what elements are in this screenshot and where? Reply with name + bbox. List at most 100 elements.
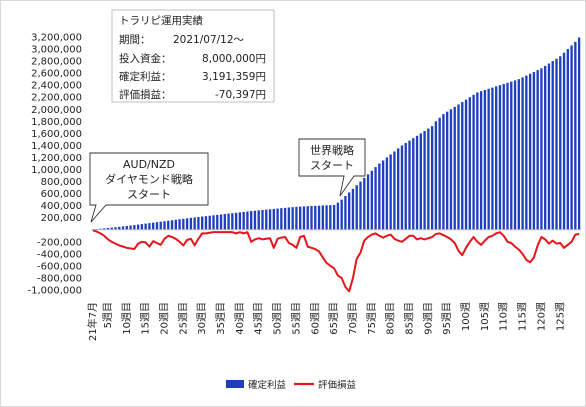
y-tick-label: 3,000,000 <box>31 45 82 56</box>
info-box-frame <box>111 9 275 103</box>
profit-bar <box>197 216 200 230</box>
profit-bar <box>498 85 502 230</box>
profit-bar <box>381 160 385 230</box>
profit-bar <box>204 216 208 230</box>
profit-bar <box>562 52 566 230</box>
profit-bar <box>412 138 415 230</box>
profit-bar <box>170 220 174 230</box>
profit-bar <box>317 205 321 230</box>
y-tick-label: 600,000 <box>41 189 82 200</box>
profit-bar <box>363 177 366 230</box>
profit-bar <box>423 130 426 230</box>
profit-bar <box>457 104 460 230</box>
x-tick-label: 65週目 <box>328 302 340 335</box>
profit-bar <box>555 58 558 230</box>
profit-bar <box>336 202 340 230</box>
profit-bar <box>366 174 370 230</box>
profit-bar <box>121 226 125 230</box>
profit-bar <box>125 225 128 230</box>
profit-bar <box>378 163 381 230</box>
profit-bar <box>404 143 407 230</box>
profit-bar <box>231 213 234 230</box>
profit-bar <box>408 140 411 230</box>
x-tick-label: 120週 <box>535 302 547 331</box>
profit-bar <box>99 228 102 230</box>
profit-bar <box>144 223 147 230</box>
y-tick-label: 400,000 <box>41 201 82 212</box>
profit-bar <box>163 221 166 230</box>
x-tick-label: 5週目 <box>102 302 114 328</box>
callout-world-line-1: 世界戦略 <box>310 143 354 157</box>
profit-bar <box>114 227 117 230</box>
profit-bar <box>136 224 140 230</box>
profit-label: 確定利益： <box>119 70 172 83</box>
profit-bar <box>479 91 483 230</box>
x-tick-label: 30週目 <box>196 302 208 335</box>
info-title: トラリピ運用実績 <box>119 14 203 27</box>
x-tick-label: 60週目 <box>309 302 321 335</box>
profit-bar <box>419 133 422 230</box>
profit-value: 3,191,359円 <box>202 71 266 83</box>
profit-bar <box>167 220 170 230</box>
x-tick-label: 85週目 <box>404 302 416 335</box>
profit-bar <box>310 206 313 230</box>
profit-bar <box>438 117 441 230</box>
profit-bar <box>321 205 324 230</box>
y-tick-label: 1,800,000 <box>31 117 82 128</box>
profit-bar <box>325 205 328 230</box>
x-tick-label: 20週目 <box>159 302 171 335</box>
profit-bar <box>152 222 155 230</box>
profit-bar <box>536 70 539 230</box>
x-tick-label: 100週 <box>460 302 472 331</box>
profit-bar <box>495 86 498 230</box>
y-tick-label: 2,000,000 <box>31 105 82 116</box>
x-tick-label: 21年7月 <box>86 302 99 341</box>
profit-bar <box>453 106 456 230</box>
x-tick-label: 105週 <box>479 302 491 331</box>
profit-bar <box>193 217 196 230</box>
x-tick-label: 35週目 <box>215 302 227 335</box>
y-tick-label: 2,600,000 <box>31 69 82 80</box>
profit-bar <box>106 228 110 230</box>
profit-bar <box>201 216 204 230</box>
profit-bar <box>348 192 351 230</box>
profit-bar <box>442 114 445 230</box>
unrealized-label: 評価損益： <box>119 88 172 101</box>
x-tick-label: 25週目 <box>177 302 189 335</box>
profit-bar <box>517 79 520 230</box>
period-label: 期間： <box>119 34 151 46</box>
callout-world-strategy: 世界戦略 スタート <box>298 138 366 197</box>
y-tick-label: -600,000 <box>37 261 82 272</box>
callout-audnzd-line-1: AUD/NZD <box>123 158 175 171</box>
y-tick-label: -200,000 <box>37 237 82 248</box>
profit-bar <box>295 206 298 230</box>
y-tick-label: 2,800,000 <box>31 57 82 68</box>
profit-bar <box>491 87 494 230</box>
profit-bar <box>430 126 434 230</box>
profit-bar <box>355 185 358 230</box>
profit-bar <box>551 61 554 230</box>
profit-bar <box>227 213 230 230</box>
profit-bar <box>238 212 242 230</box>
profit-bar <box>464 99 468 230</box>
y-tick-label: 1,200,000 <box>31 153 82 164</box>
profit-bar <box>487 88 490 230</box>
x-tick-label: 15週目 <box>140 302 152 335</box>
profit-bar <box>566 49 569 230</box>
profit-bar <box>461 102 464 230</box>
x-tick-label: 95週目 <box>441 302 453 335</box>
profit-bar <box>103 228 106 230</box>
profit-bars <box>91 37 581 230</box>
profit-bar <box>280 208 283 230</box>
callout-world-bubble <box>298 138 366 197</box>
invest-label: 投入資金： <box>119 52 172 65</box>
y-tick-label: -1,000,000 <box>27 286 82 297</box>
profit-bar <box>129 225 132 230</box>
profit-bar <box>385 157 389 230</box>
profit-bar <box>159 221 162 230</box>
legend-profit-swatch <box>226 380 244 388</box>
profit-bar <box>118 226 121 230</box>
profit-bar <box>544 65 547 230</box>
